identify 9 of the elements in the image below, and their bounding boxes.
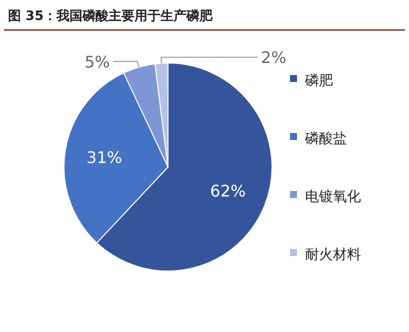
- data-label: 2%: [261, 48, 286, 68]
- legend-label: 耐火材料: [305, 247, 361, 263]
- data-label: 5%: [84, 52, 110, 72]
- legend-label: 磷酸盐: [304, 131, 347, 147]
- data-label: 62%: [210, 182, 246, 201]
- data-label: 31%: [86, 148, 122, 167]
- legend-label: 磷肥: [304, 73, 333, 89]
- chart-title: 图 35：我国磷酸主要用于生产磷肥: [8, 8, 214, 24]
- legend-label: 电镀氧化: [305, 189, 361, 205]
